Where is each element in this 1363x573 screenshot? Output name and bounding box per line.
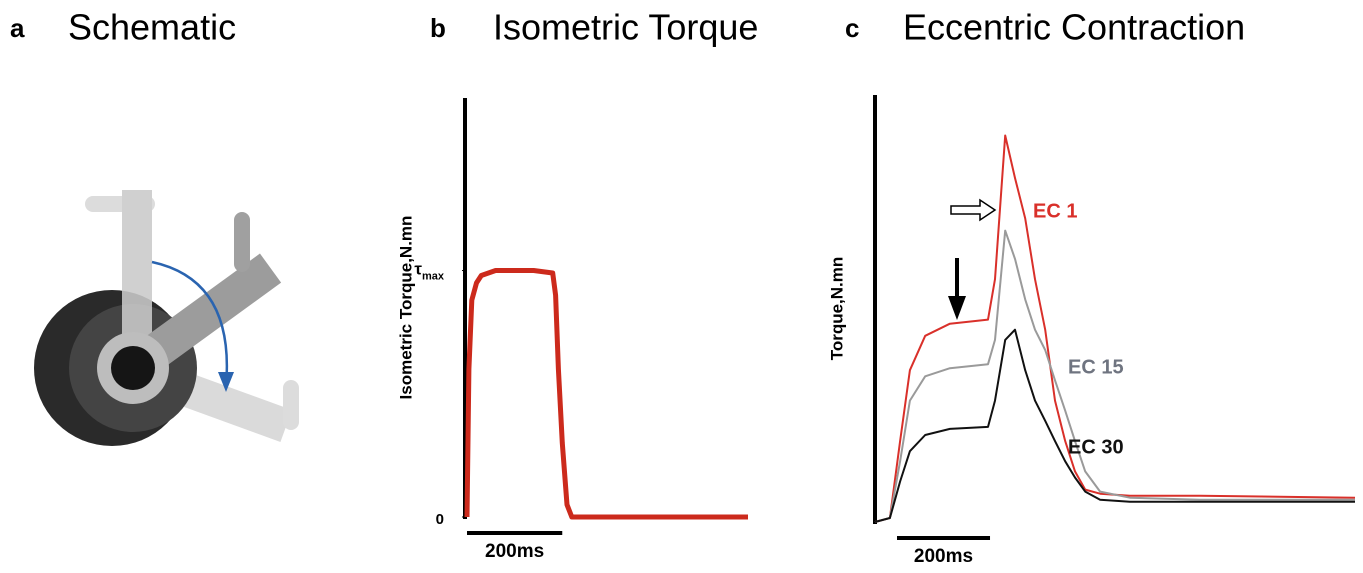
panel-title: Isometric Torque [493, 7, 758, 48]
y-tick-label: τmax [414, 260, 444, 282]
series-line [874, 229, 1355, 523]
scale-bar-label: 200ms [914, 546, 973, 567]
panel-title: Schematic [68, 7, 236, 48]
y-axis-label: Isometric Torque,N.mn [396, 216, 415, 400]
panel-label: a [10, 13, 25, 43]
series-line [874, 328, 1355, 523]
series-label: EC 1 [1033, 200, 1077, 222]
series-label: EC 30 [1068, 436, 1124, 458]
scale-bar-label: 200ms [485, 541, 544, 562]
schematic-drawing [34, 190, 299, 446]
y-axis-label: Torque,N.mn [827, 257, 846, 361]
panel-label: c [845, 13, 859, 43]
series-label: EC 15 [1068, 356, 1124, 378]
panel-label: b [430, 13, 446, 43]
series-line [874, 134, 1356, 523]
y-tick-label: 0 [436, 511, 444, 528]
panel-title: Eccentric Contraction [903, 7, 1245, 48]
series-line [464, 268, 748, 520]
arrows [948, 198, 997, 320]
